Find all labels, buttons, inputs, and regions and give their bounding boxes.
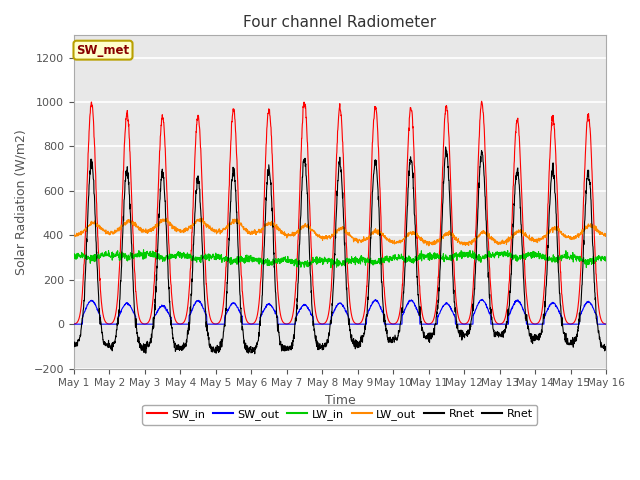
Legend: SW_in, SW_out, LW_in, LW_out, Rnet, Rnet: SW_in, SW_out, LW_in, LW_out, Rnet, Rnet [143,405,538,425]
Y-axis label: Solar Radiation (W/m2): Solar Radiation (W/m2) [15,129,28,275]
X-axis label: Time: Time [324,394,355,407]
Title: Four channel Radiometer: Four channel Radiometer [243,15,436,30]
Text: SW_met: SW_met [76,44,129,57]
